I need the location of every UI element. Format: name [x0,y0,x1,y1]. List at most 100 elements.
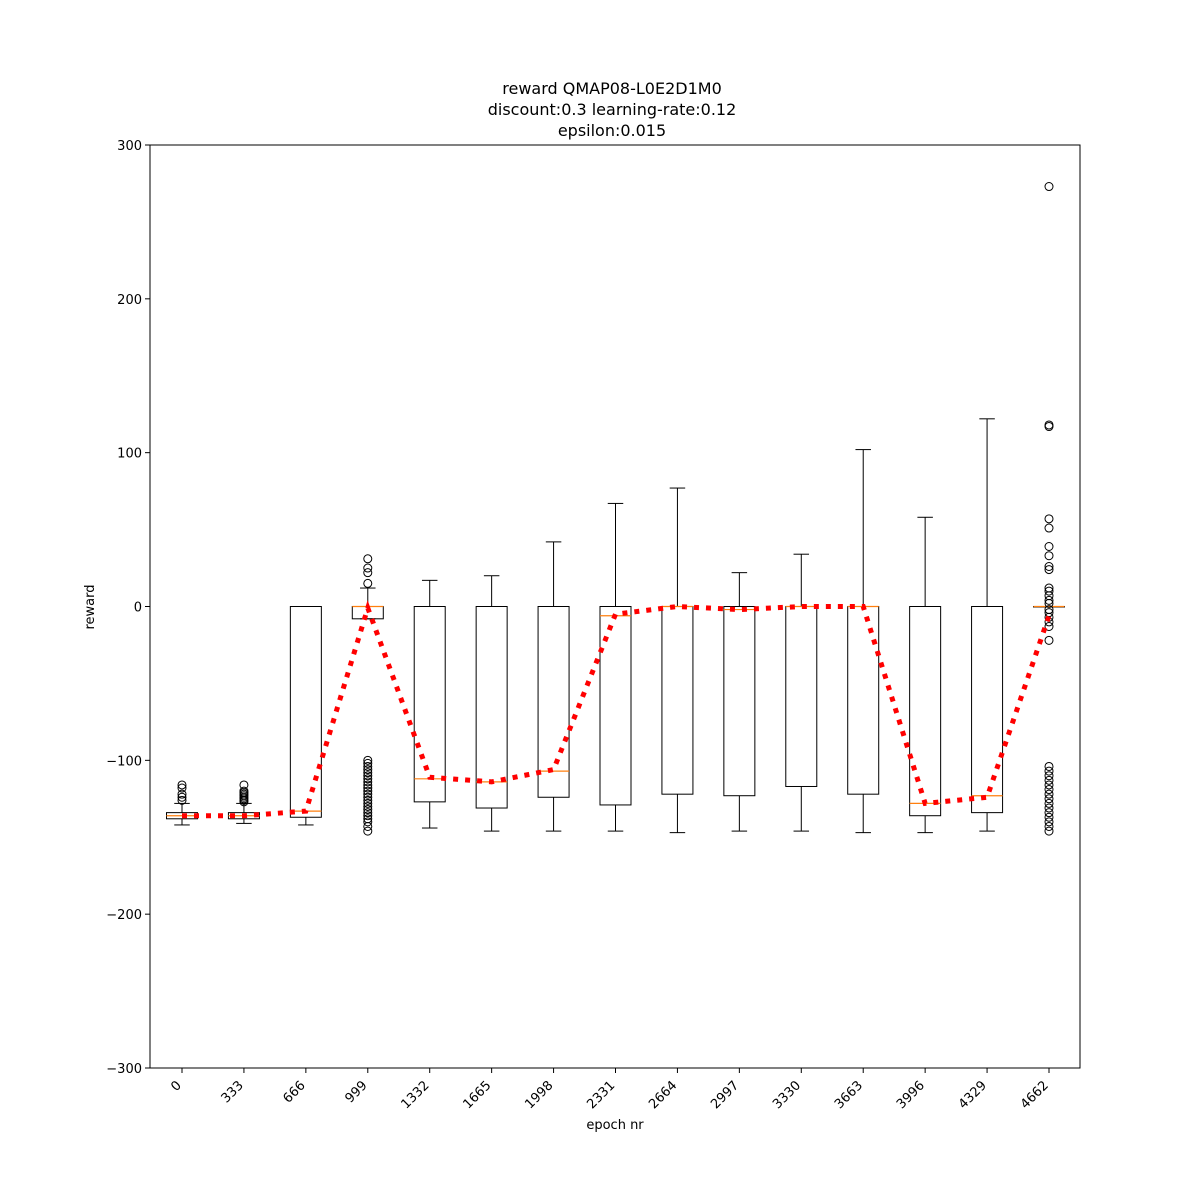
outlier-point [1044,798,1054,808]
outlier-point [363,563,373,573]
outlier-point [177,795,187,805]
outlier-point [1044,794,1054,804]
outlier-point [1044,182,1054,192]
outlier-point [1044,803,1054,813]
box-group-333 [227,780,260,824]
outlier-point [363,761,373,771]
outlier-point [1044,812,1054,822]
outlier-point [1044,789,1054,799]
y-axis: −300 −200 −100 0 100 200 300 [106,139,150,1077]
outlier-point [1044,621,1054,631]
outlier-point [363,795,373,805]
title-line-3: epsilon:0.015 [558,121,666,140]
outlier-point [177,783,187,793]
outlier-point [363,755,373,765]
outlier-point [363,780,373,790]
x-tick-label: 2331 [584,1078,618,1112]
y-tick-label: 200 [117,293,142,308]
outlier-point [1044,808,1054,818]
y-tick-label: −100 [106,754,142,769]
box-group-3996 [909,516,942,834]
x-tick-label: 666 [281,1078,309,1106]
outlier-point [1044,514,1054,524]
outlier-point [1044,598,1054,608]
box-body [909,606,942,817]
outlier-point [177,792,187,802]
outlier-point [363,568,373,578]
outlier-point [1044,761,1054,771]
box-group-2664 [661,487,694,834]
box-body [785,606,818,787]
outlier-point [363,765,373,775]
box-group-0 [166,780,198,826]
x-axis: 0 333 666 999 1332 1665 1998 2331 2664 2997 3330 36… [168,1068,1052,1112]
outlier-point [363,774,373,784]
title-line-2: discount:0.3 learning-rate:0.12 [488,100,737,119]
x-tick-label: 1332 [399,1078,433,1112]
x-tick-label: 4329 [956,1078,990,1112]
box-body [413,606,446,803]
box-group-2331 [599,502,632,832]
x-tick-label: 3996 [894,1078,928,1112]
outlier-point [239,797,249,807]
plot-area [166,182,1065,836]
y-tick-label: −300 [106,1062,142,1077]
y-axis-label: reward [83,584,98,629]
x-tick-label: 333 [219,1078,247,1106]
y-tick-label: −200 [106,908,142,923]
x-tick-label: 3663 [832,1078,866,1112]
outlier-point [363,811,373,821]
box-body [475,606,508,809]
outlier-point [1044,586,1054,596]
outlier-point [363,768,373,778]
outlier-point [1044,551,1054,561]
outlier-point [1044,542,1054,552]
outlier-point [363,826,373,836]
outlier-point [363,808,373,818]
outlier-point [1044,766,1054,776]
chart-title: reward QMAP08-L0E2D1M0 discount:0.3 lear… [488,79,737,140]
box-group-1332 [413,579,446,829]
outlier-point [1044,826,1054,836]
box-body [537,606,570,798]
outlier-point [363,789,373,799]
title-line-1: reward QMAP08-L0E2D1M0 [502,79,722,98]
y-tick-label: 300 [117,139,142,154]
outlier-point [1044,635,1054,645]
x-tick-label: 999 [342,1078,370,1106]
outlier-point [177,789,187,799]
outlier-point [1044,771,1054,781]
outlier-point [363,821,373,831]
box-body [599,606,632,806]
box-body [971,606,1004,814]
x-tick-label: 4662 [1018,1078,1052,1112]
outlier-point [363,771,373,781]
outlier-point [363,758,373,768]
x-tick-label: 2997 [708,1078,742,1112]
outlier-point [363,805,373,815]
outlier-point [177,780,187,790]
outlier-point [363,578,373,588]
y-tick-label: 0 [134,601,142,616]
box-group-2997 [723,572,756,832]
box-group-3330 [785,553,818,832]
outlier-point [1044,817,1054,827]
outlier-point [363,777,373,787]
box-group-1665 [475,575,508,832]
outlier-point [1044,565,1054,575]
box-group-1998 [537,541,570,832]
mean-trend-line [182,600,1052,819]
outlier-point [363,798,373,808]
outlier-point [363,817,373,827]
box-group-4662 [1033,182,1065,836]
outlier-point [1044,595,1054,605]
x-tick-label: 3330 [770,1078,804,1112]
outlier-point [1044,785,1054,795]
x-tick-label: 2664 [646,1078,680,1112]
box-group-666 [289,606,322,826]
outlier-point [1044,591,1054,601]
outlier-point [363,554,373,564]
box-body [723,606,756,797]
outlier-point [1044,821,1054,831]
